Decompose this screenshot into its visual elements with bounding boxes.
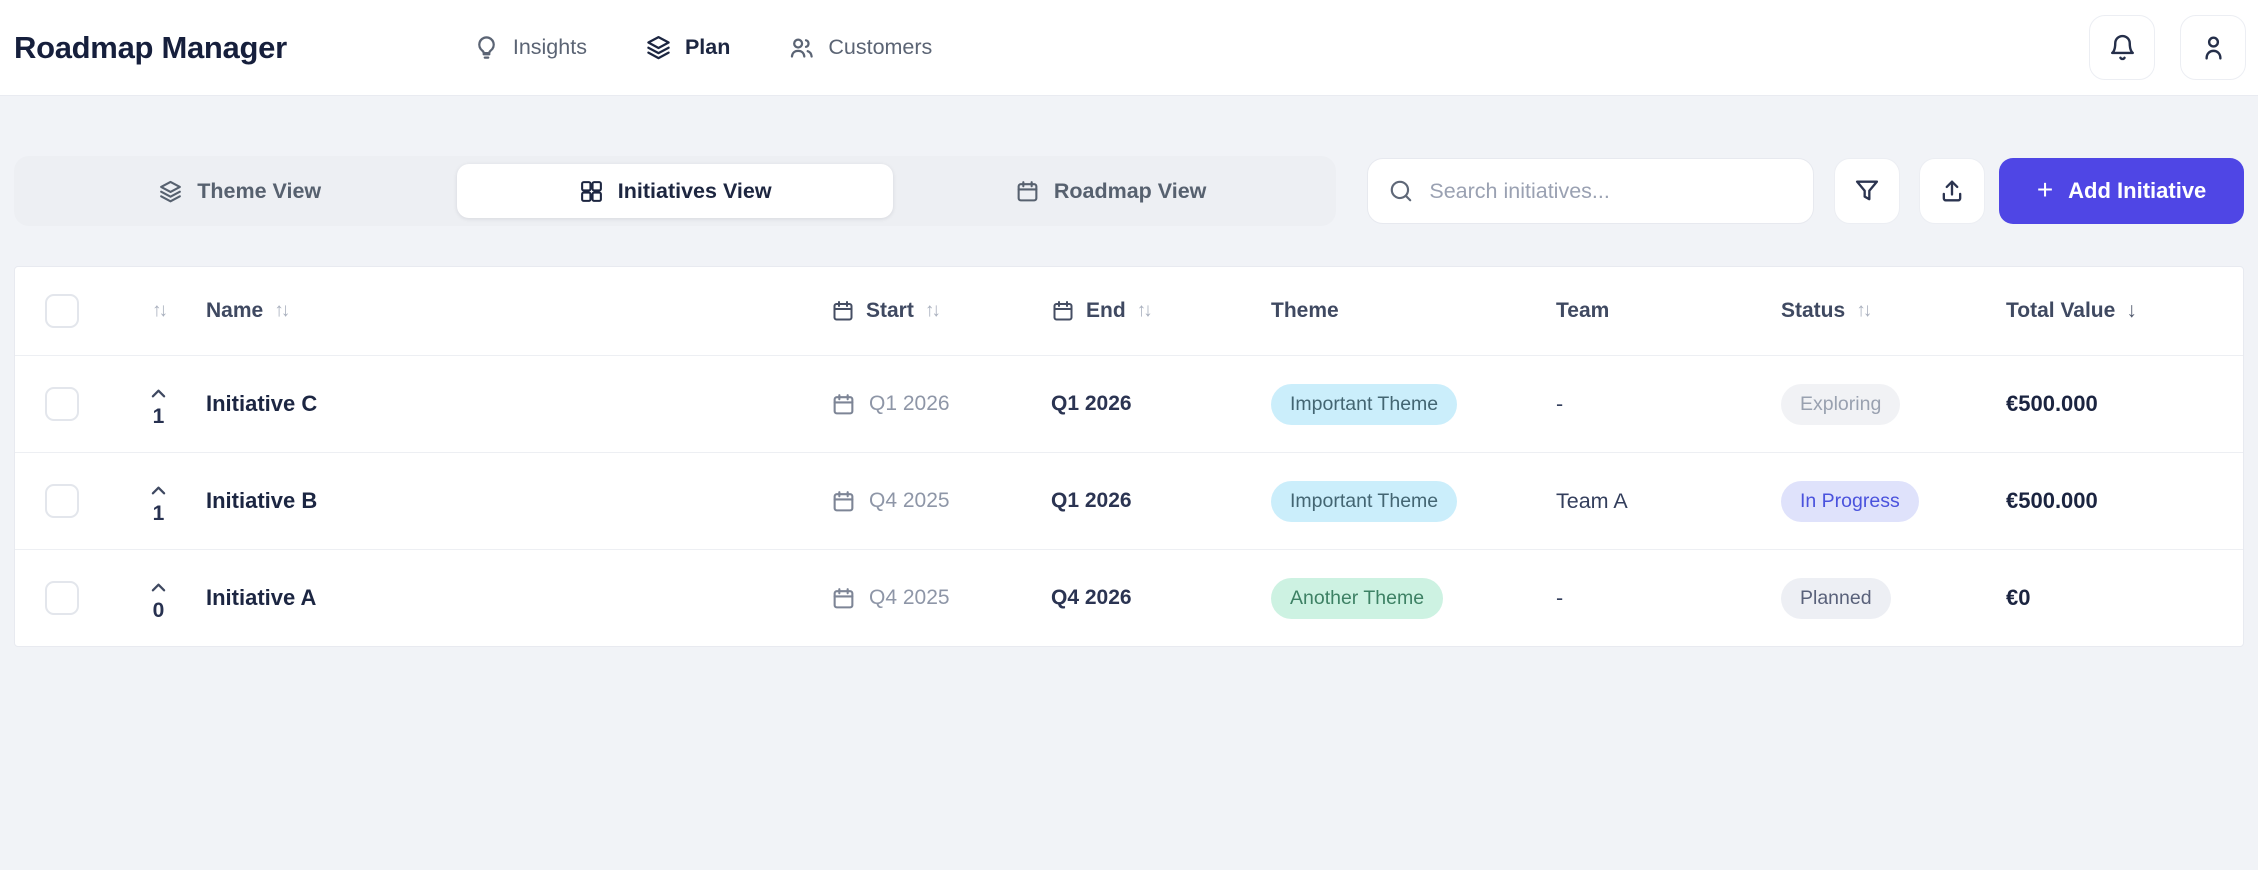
calendar-icon xyxy=(833,301,853,321)
calendar-icon xyxy=(833,393,854,414)
vote-count: 0 xyxy=(152,598,165,622)
layers-icon xyxy=(160,180,182,202)
end-date: Q1 2026 xyxy=(1051,392,1132,415)
end-column-header[interactable]: End ↑↓ xyxy=(1051,299,1271,323)
theme-badge: Important Theme xyxy=(1271,383,1458,425)
end-date: Q1 2026 xyxy=(1051,489,1132,512)
team-column-header: Team xyxy=(1556,299,1610,322)
theme-badge: Another Theme xyxy=(1271,577,1444,619)
tab-label: Theme View xyxy=(197,178,322,203)
initiative-name: Initiative A xyxy=(206,585,317,610)
team-value: - xyxy=(1556,391,1564,416)
profile-button[interactable] xyxy=(2180,15,2246,80)
search-input[interactable] xyxy=(1429,178,1794,204)
chevron-up-icon xyxy=(151,583,166,591)
search-icon xyxy=(1391,180,1412,202)
table-row[interactable]: 0 Initiative A Q4 2025 Q4 2026 Another T… xyxy=(15,549,2243,646)
nav-item-insights[interactable]: Insights xyxy=(473,34,587,61)
row-checkbox[interactable] xyxy=(45,387,79,421)
initiative-name: Initiative B xyxy=(206,488,318,513)
plus-icon: + xyxy=(2036,173,2054,205)
upvote-button[interactable] xyxy=(145,380,172,404)
upload-icon xyxy=(1942,180,1962,202)
vote-count: 1 xyxy=(152,404,165,428)
add-initiative-button[interactable]: + Add Initiative xyxy=(1999,158,2244,224)
lightbulb-icon xyxy=(478,36,495,59)
nav-item-label: Plan xyxy=(684,35,731,59)
tab-theme-view[interactable]: Theme View xyxy=(22,164,457,218)
export-button[interactable] xyxy=(1919,158,1986,224)
table-row[interactable]: 1 Initiative B Q4 2025 Q1 2026 Important… xyxy=(15,452,2243,549)
sort-icon: ↑↓ xyxy=(1856,300,1872,321)
chevron-up-icon xyxy=(151,389,166,397)
upvote-button[interactable] xyxy=(145,574,172,598)
nav-item-customers[interactable]: Customers xyxy=(788,34,932,61)
nav-item-label: Insights xyxy=(512,35,587,59)
initiatives-table: ↑↓ Name ↑↓ Start ↑↓ End ↑↓ Theme Team xyxy=(14,266,2244,647)
header-checkbox-cell xyxy=(15,294,111,328)
team-value: - xyxy=(1556,585,1564,610)
filter-button[interactable] xyxy=(1834,158,1901,224)
start-column-header[interactable]: Start ↑↓ xyxy=(831,299,1051,323)
row-checkbox[interactable] xyxy=(45,581,79,615)
table-row[interactable]: 1 Initiative C Q1 2026 Q1 2026 Important… xyxy=(15,355,2243,452)
toolbar: Theme View Initiatives View Roadmap View… xyxy=(14,156,2244,226)
status-badge: Planned xyxy=(1781,577,1891,619)
tab-label: Roadmap View xyxy=(1053,178,1207,203)
status-badge: Exploring xyxy=(1781,383,1901,425)
select-all-checkbox[interactable] xyxy=(45,294,79,328)
calendar-icon xyxy=(1017,180,1038,201)
total-value: €500.000 xyxy=(2006,488,2098,513)
status-column-header[interactable]: Status ↑↓ xyxy=(1781,299,1872,322)
initiative-name: Initiative C xyxy=(206,391,318,416)
sort-icon: ↑↓ xyxy=(924,300,941,321)
vote-count: 1 xyxy=(152,501,165,525)
notifications-button[interactable] xyxy=(2089,15,2155,80)
sort-icon: ↑↓ xyxy=(152,300,168,321)
status-badge: In Progress xyxy=(1781,480,1919,522)
start-date: Q1 2026 xyxy=(831,392,1051,417)
tab-label: Initiatives View xyxy=(617,178,772,203)
nav-item-plan[interactable]: Plan xyxy=(645,34,730,61)
theme-badge: Important Theme xyxy=(1271,480,1458,522)
sort-desc-icon: ↓ xyxy=(2126,299,2137,322)
total-value: €0 xyxy=(2006,585,2031,610)
upvote-button[interactable] xyxy=(145,477,172,501)
user-icon xyxy=(2204,36,2222,60)
theme-column-header: Theme xyxy=(1271,299,1339,322)
tab-roadmap-view[interactable]: Roadmap View xyxy=(893,164,1328,218)
app-header: Roadmap Manager Insights Plan Customers xyxy=(0,0,2258,96)
row-checkbox[interactable] xyxy=(45,484,79,518)
main-nav: Insights Plan Customers xyxy=(473,34,932,61)
chevron-up-icon xyxy=(151,486,166,494)
tab-initiatives-view[interactable]: Initiatives View xyxy=(457,164,893,218)
calendar-icon xyxy=(833,490,854,511)
calendar-icon xyxy=(1053,301,1073,321)
votes-column-header[interactable]: ↑↓ xyxy=(111,300,206,322)
sort-icon: ↑↓ xyxy=(274,300,290,321)
funnel-icon xyxy=(1856,180,1879,201)
start-date: Q4 2025 xyxy=(831,586,1051,611)
table-header-row: ↑↓ Name ↑↓ Start ↑↓ End ↑↓ Theme Team xyxy=(15,267,2243,355)
total-value-column-header[interactable]: Total Value ↓ xyxy=(2006,299,2137,322)
name-column-header[interactable]: Name ↑↓ xyxy=(206,299,290,322)
page-title: Roadmap Manager xyxy=(14,29,287,65)
search-box xyxy=(1367,158,1815,224)
start-date: Q4 2025 xyxy=(831,489,1051,514)
calendar-icon xyxy=(833,587,854,608)
view-tabbar: Theme View Initiatives View Roadmap View xyxy=(14,156,1337,226)
end-date: Q4 2026 xyxy=(1051,586,1132,609)
grid-icon xyxy=(580,180,602,202)
total-value: €500.000 xyxy=(2006,391,2098,416)
nav-item-label: Customers xyxy=(828,35,933,59)
header-actions xyxy=(2089,15,2246,80)
team-value: Team A xyxy=(1556,488,1628,513)
layers-icon xyxy=(647,36,670,60)
users-icon xyxy=(791,38,814,58)
bell-icon xyxy=(2110,34,2134,61)
add-initiative-label: Add Initiative xyxy=(2068,178,2207,203)
sort-icon: ↑↓ xyxy=(1136,300,1153,321)
